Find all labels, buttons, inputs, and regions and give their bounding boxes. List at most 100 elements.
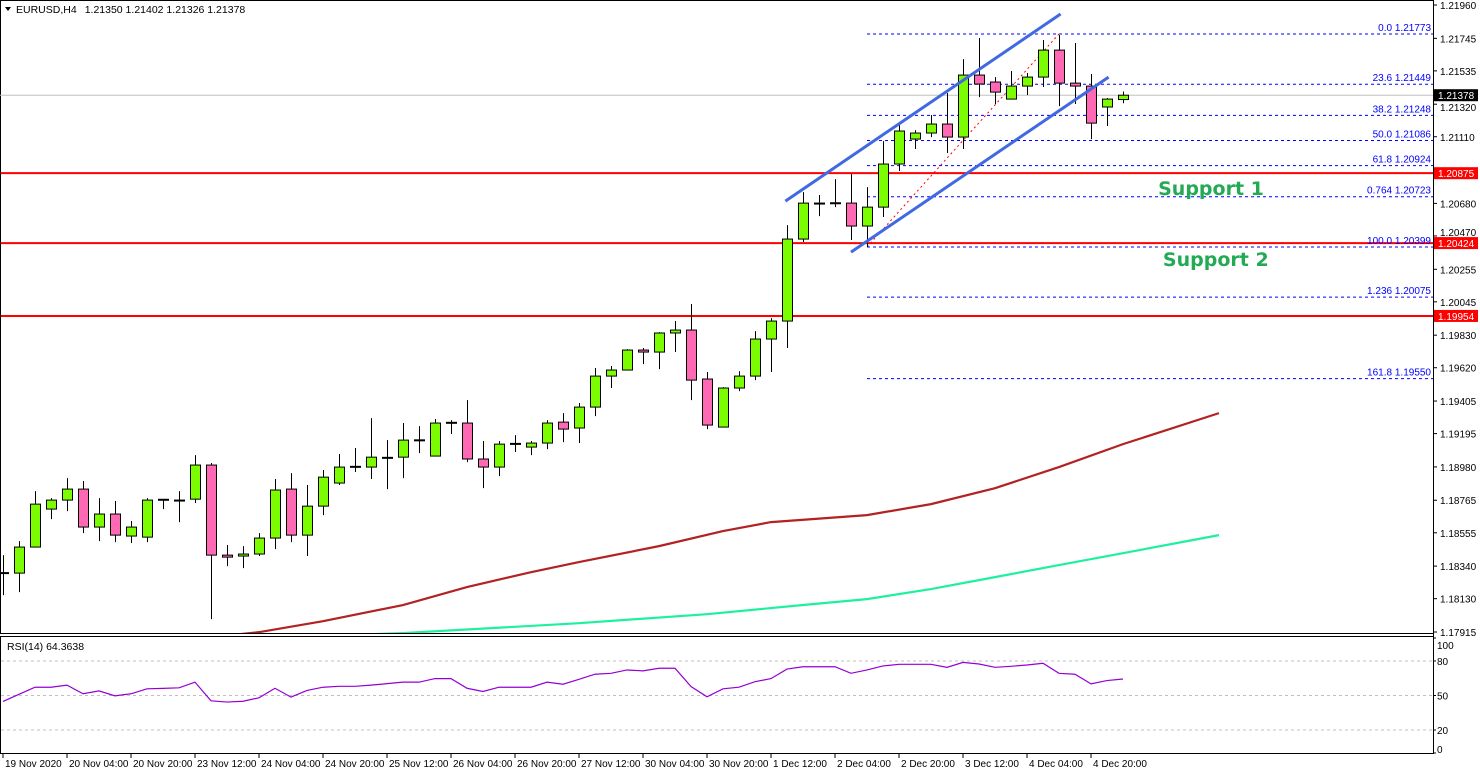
- rsi-title: RSI(14) 64.3638: [7, 641, 84, 653]
- candle-body-bull: [318, 476, 329, 507]
- candle: [910, 130, 921, 150]
- candle: [638, 348, 649, 365]
- candle: [414, 426, 425, 454]
- candle: [398, 423, 409, 479]
- candle-body-bull: [1038, 49, 1049, 78]
- candle-body-bull: [1102, 98, 1113, 108]
- candle: [702, 372, 713, 430]
- time-tick-label: 3 Dec 12:00: [965, 759, 1019, 770]
- candle-body-bull: [142, 499, 153, 538]
- candle-body-bull: [126, 526, 137, 537]
- candle-body-bull: [894, 130, 905, 165]
- candle-body-bear: [462, 422, 473, 460]
- price-tick-label: 1.19405: [1440, 397, 1477, 408]
- price-level-badge: [1434, 167, 1478, 180]
- candle-body-bear: [110, 513, 121, 536]
- fib-level-label: 0.0 1.21773: [1378, 23, 1431, 34]
- candle: [718, 387, 729, 428]
- candle-body-bull: [606, 369, 617, 377]
- candle-body-bear: [558, 421, 569, 430]
- support-resistance-lines: [1, 172, 1433, 317]
- candle-body-bull: [798, 202, 809, 240]
- candle-body-bull: [734, 375, 745, 389]
- candle: [174, 491, 185, 523]
- current-price-badge-text: 1.21378: [1438, 91, 1475, 102]
- candle: [446, 420, 457, 435]
- candle: [878, 141, 889, 218]
- price-tick-label: 1.21320: [1440, 103, 1477, 114]
- fib-level-label: 61.8 1.20924: [1373, 155, 1432, 166]
- moving-average-line-1: [240, 412, 1220, 633]
- chart-ohlc: 1.21350 1.21402 1.21326 1.21378: [85, 4, 246, 16]
- moving-average-line-2: [374, 534, 1220, 633]
- candle-body-bull: [334, 466, 345, 484]
- price-axis: 1.21960 1.21745 1.21535 1.21320 1.21110 1.206…: [1433, 0, 1477, 754]
- candle: [782, 225, 793, 349]
- price-tick-label: 1.20255: [1440, 265, 1477, 276]
- candle-body-bull: [542, 422, 553, 444]
- candle-body-bull: [926, 123, 937, 134]
- candle-body-bull: [862, 206, 873, 227]
- candle: [350, 448, 361, 473]
- candle: [798, 192, 809, 243]
- price-tick-label: 1.18765: [1440, 496, 1477, 507]
- candle: [286, 473, 297, 543]
- candle: [574, 403, 585, 444]
- candle: [142, 498, 153, 543]
- candle-body-bull: [878, 163, 889, 208]
- candle: [302, 485, 313, 557]
- moving-averages: [240, 412, 1220, 633]
- candle: [558, 413, 569, 443]
- candle-body-bull: [654, 332, 665, 353]
- price-tick-label: 1.19195: [1440, 430, 1477, 441]
- price-level-badge: [1434, 237, 1478, 250]
- candle-body-bull: [574, 406, 585, 429]
- candle-body-bear: [1086, 85, 1097, 124]
- price-level-labels: 1.20875 1.20424 1.19954 1.21378: [1434, 89, 1478, 323]
- candle-body-bull: [302, 505, 313, 536]
- candle-body-bull: [1006, 85, 1017, 100]
- candle-body-bear: [222, 554, 233, 558]
- price-channel[interactable]: [784, 12, 1110, 254]
- candle: [382, 440, 393, 490]
- fib-level-label: 23.6 1.21449: [1373, 73, 1432, 84]
- candle: [958, 59, 969, 150]
- candle-body-bull: [622, 349, 633, 371]
- candle-body-bull: [270, 489, 281, 539]
- candle: [686, 304, 697, 401]
- candle: [526, 441, 537, 456]
- candle-body-bull: [366, 456, 377, 468]
- price-tick-label: 1.19830: [1440, 331, 1477, 342]
- candle-body-bull: [526, 442, 537, 448]
- candle: [110, 501, 121, 543]
- time-tick-label: 4 Dec 04:00: [1029, 759, 1083, 770]
- candle-body-bull: [398, 439, 409, 458]
- fib-level-label: 161.8 1.19550: [1367, 368, 1431, 379]
- time-axis: 19 Nov 2020 20 Nov 04:00 20 Nov 20:00 23 No…: [2, 754, 1147, 770]
- candle-body-bear: [974, 74, 985, 85]
- candle-body-bull: [14, 546, 25, 574]
- fibonacci-retracement[interactable]: 0.0 1.21773 23.6 1.21449 38.2 1.21248 50.0 …: [866, 23, 1433, 380]
- candle: [238, 546, 249, 569]
- candle-body-bull: [94, 513, 105, 528]
- candle-body-bear: [638, 349, 649, 353]
- candle: [510, 435, 521, 453]
- candle: [46, 498, 57, 520]
- candle-body-bull: [590, 375, 601, 408]
- time-tick-label: 30 Nov 20:00: [709, 759, 769, 770]
- price-tick-label: 1.18340: [1440, 562, 1477, 573]
- time-tick-label: 2 Dec 04:00: [837, 759, 891, 770]
- time-tick-label: 20 Nov 20:00: [133, 759, 193, 770]
- candle: [1, 555, 9, 596]
- candle: [942, 93, 953, 154]
- triangle-down-icon[interactable]: [5, 7, 11, 11]
- candle-body-bear: [78, 488, 89, 528]
- candle-body-bear: [702, 378, 713, 426]
- time-tick-label: 1 Dec 12:00: [773, 759, 827, 770]
- chart-symbol: EURUSD,H4: [16, 4, 77, 16]
- candle: [750, 331, 761, 381]
- rsi-tick-label: 20: [1437, 726, 1449, 737]
- price-tick-label: 1.21535: [1440, 67, 1477, 78]
- rsi-tick-label: 50: [1437, 692, 1449, 703]
